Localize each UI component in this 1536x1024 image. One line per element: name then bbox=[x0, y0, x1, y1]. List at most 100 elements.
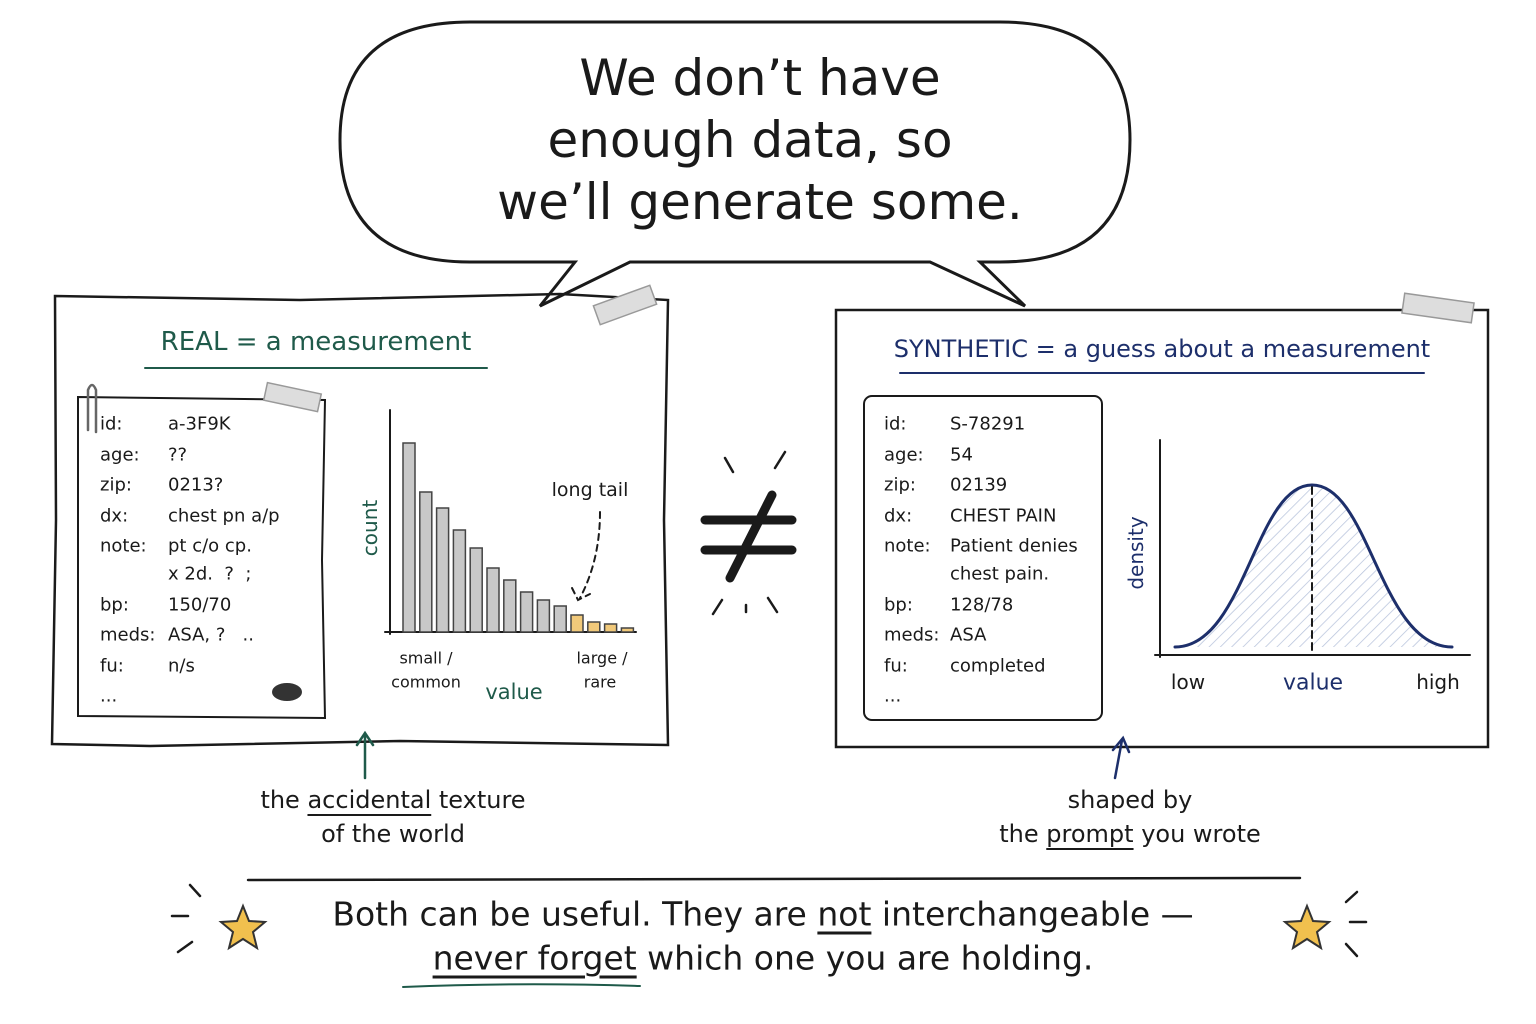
axis-label: density bbox=[1124, 516, 1148, 590]
bar bbox=[620, 627, 635, 633]
density-fill bbox=[1175, 485, 1452, 647]
card-value: 02139 bbox=[950, 474, 1008, 496]
card-key: id: bbox=[884, 413, 907, 435]
card-value: 54 bbox=[950, 444, 973, 465]
bar bbox=[486, 567, 500, 633]
bar bbox=[587, 621, 601, 633]
text-segment: texture bbox=[438, 786, 526, 814]
bubble-text: we’ll generate some. bbox=[497, 173, 1023, 231]
card-key: dx: bbox=[884, 505, 913, 526]
card-key: fu: bbox=[884, 655, 908, 676]
text-segment: accidental bbox=[307, 786, 432, 814]
bar bbox=[469, 547, 483, 633]
bar bbox=[553, 605, 567, 633]
card-key: bp: bbox=[884, 594, 913, 615]
tail-arrow bbox=[571, 511, 601, 602]
card-key: ... bbox=[100, 685, 118, 707]
axis-label: large / bbox=[576, 648, 628, 668]
axis-label: value bbox=[1282, 670, 1344, 696]
card-value: completed bbox=[950, 655, 1046, 676]
card-key: dx: bbox=[100, 505, 129, 526]
text-line: shaped by bbox=[1068, 786, 1193, 814]
card-value: ASA, ? .. bbox=[168, 624, 254, 646]
card-key: note: bbox=[100, 535, 147, 557]
axis-label: low bbox=[1170, 670, 1206, 694]
card-key: meds: bbox=[884, 624, 940, 646]
text-segment: the bbox=[999, 820, 1039, 848]
axis-label: value bbox=[485, 680, 543, 704]
text-segment: the bbox=[260, 786, 300, 814]
card-key: age: bbox=[884, 444, 924, 465]
axis-label: rare bbox=[583, 672, 617, 692]
synthetic-card bbox=[863, 395, 1103, 721]
card-value: n/s bbox=[168, 655, 195, 676]
divider bbox=[246, 876, 1302, 882]
axis-label: count bbox=[358, 499, 382, 557]
bar bbox=[503, 579, 517, 633]
bar bbox=[452, 529, 467, 633]
tape bbox=[1401, 292, 1475, 324]
card-value: 128/78 bbox=[950, 594, 1014, 615]
text-segment: of the world bbox=[321, 820, 465, 848]
card-value: 150/70 bbox=[168, 594, 232, 615]
card-key: zip: bbox=[100, 474, 132, 496]
density-curve bbox=[1173, 483, 1454, 649]
card-key: id: bbox=[100, 413, 123, 435]
axis-label: common bbox=[391, 672, 461, 692]
synthetic-panel bbox=[834, 308, 1490, 749]
text-segment: interchangeable — bbox=[881, 894, 1194, 934]
text-segment: never forget bbox=[432, 938, 637, 978]
card-value: CHEST PAIN bbox=[950, 505, 1057, 526]
panel-title: SYNTHETIC = a guess about a measurement bbox=[893, 335, 1431, 363]
bar bbox=[536, 599, 551, 633]
panel-title: REAL = a measurement bbox=[160, 327, 472, 357]
bar bbox=[519, 591, 534, 633]
bubble-text: enough data, so bbox=[547, 111, 953, 169]
card-value: chest pain. bbox=[950, 563, 1050, 585]
card-value: ?? bbox=[168, 444, 188, 465]
bar bbox=[435, 507, 450, 633]
card-value: ASA bbox=[950, 624, 987, 646]
card-value: 0213? bbox=[168, 474, 224, 496]
text-line: the accidental texture bbox=[260, 786, 525, 814]
axis-label: high bbox=[1416, 670, 1460, 694]
paperclip bbox=[86, 383, 98, 434]
sparks bbox=[711, 450, 787, 616]
bar bbox=[603, 623, 618, 633]
arrow bbox=[1111, 735, 1131, 780]
annotation: long tail bbox=[551, 479, 629, 501]
card-value: S-78291 bbox=[950, 413, 1026, 435]
text-line: the prompt you wrote bbox=[999, 820, 1261, 848]
speech-bubble bbox=[338, 20, 1132, 308]
text-line: never forget which one you are holding. bbox=[433, 939, 1094, 978]
bubble-text: We don’t have bbox=[579, 49, 941, 107]
bar bbox=[419, 491, 433, 633]
tape bbox=[262, 381, 323, 413]
smudge bbox=[272, 683, 302, 701]
card-value: a-3F9K bbox=[168, 413, 231, 435]
stars bbox=[218, 903, 1332, 951]
text-line: of the world bbox=[321, 820, 465, 848]
text-line: Both can be useful. They are not interch… bbox=[332, 895, 1193, 934]
card-value: pt c/o cp. bbox=[168, 535, 252, 557]
card-key: fu: bbox=[100, 655, 124, 676]
text-segment: which one you are holding. bbox=[647, 938, 1094, 978]
card-value: chest pn a/p bbox=[168, 505, 280, 526]
tape bbox=[592, 284, 658, 326]
text-segment: not bbox=[817, 894, 872, 934]
sparks bbox=[170, 883, 1368, 958]
text-segment: shaped by bbox=[1067, 786, 1193, 814]
card-key: ... bbox=[884, 685, 902, 707]
not-equal bbox=[700, 490, 797, 583]
card-key: meds: bbox=[100, 624, 156, 646]
card-value: x 2d. ? ; bbox=[168, 563, 252, 585]
card-key: bp: bbox=[100, 594, 129, 615]
text-segment: Both can be useful. They are bbox=[332, 894, 807, 934]
text-segment: you wrote bbox=[1141, 820, 1261, 848]
axis-label: small / bbox=[399, 648, 453, 668]
bar bbox=[402, 442, 416, 633]
card-key: note: bbox=[884, 535, 931, 557]
text-segment: prompt bbox=[1046, 820, 1134, 848]
card-key: age: bbox=[100, 444, 140, 465]
